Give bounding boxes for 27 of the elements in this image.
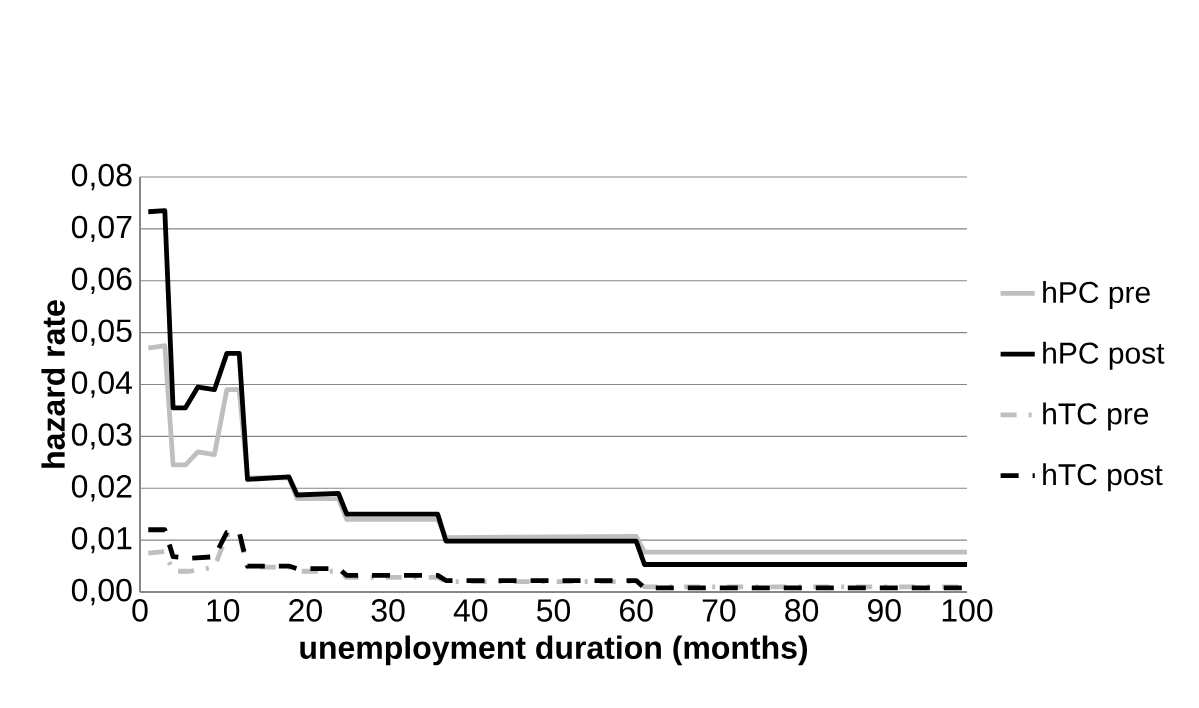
legend-label: hTC post xyxy=(1043,463,1163,492)
x-tick-label: 60 xyxy=(620,599,653,622)
y-tick-label: 0,00 xyxy=(71,578,132,606)
x-tick-label: 70 xyxy=(702,599,736,622)
y-tick-label: 0,04 xyxy=(71,371,132,398)
x-tick-label: 80 xyxy=(785,599,819,622)
y-axis-title: hazard rate xyxy=(41,300,65,468)
x-axis-title: unemployment duration (months) xyxy=(300,635,808,666)
y-tick-label: 0,08 xyxy=(71,163,132,191)
line-series xyxy=(145,208,970,567)
y-tick-label: 0,02 xyxy=(71,475,132,502)
x-tick-label: 90 xyxy=(868,599,901,622)
y-tick-label: 0,05 xyxy=(71,319,132,346)
x-tick-label: 10 xyxy=(207,599,240,622)
x-tick-label: 40 xyxy=(453,599,488,622)
legend-label: hPC pre xyxy=(1043,281,1150,309)
legend-label: hTC pre xyxy=(1043,402,1149,431)
x-tick-label: 100 xyxy=(942,599,993,622)
y-tick-label: 0,03 xyxy=(71,423,132,450)
x-tick-label: 0 xyxy=(132,599,148,622)
y-tick-label: 0,01 xyxy=(71,526,132,554)
x-tick-label: 50 xyxy=(537,599,571,622)
y-tick-label: 0,07 xyxy=(71,215,132,243)
x-tick-label: 20 xyxy=(289,599,322,622)
y-tick-label: 0,06 xyxy=(71,267,132,294)
legend-label: hPC post xyxy=(1043,341,1165,370)
x-tick-label: 30 xyxy=(371,599,405,622)
